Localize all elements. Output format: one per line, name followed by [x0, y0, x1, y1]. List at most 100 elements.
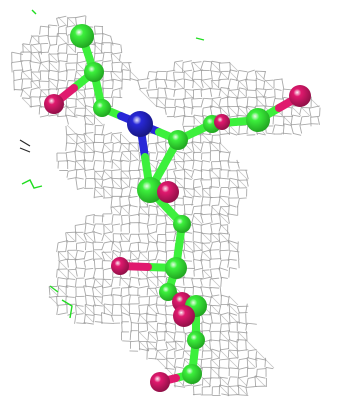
mesh-line — [110, 277, 114, 287]
mesh-line — [119, 195, 131, 198]
mesh-line — [85, 216, 87, 224]
mesh-line — [174, 204, 184, 206]
mesh-line — [185, 89, 195, 91]
mesh-line — [200, 259, 210, 262]
mesh-line — [74, 259, 78, 268]
mesh-line — [85, 105, 94, 109]
mesh-line — [48, 286, 59, 297]
mesh-line — [47, 45, 51, 54]
mesh-line — [201, 196, 204, 205]
mesh-line — [112, 79, 114, 90]
mesh-line — [209, 339, 211, 350]
mesh-line — [228, 204, 230, 215]
mesh-line — [155, 250, 159, 260]
mesh-line — [192, 142, 203, 153]
mesh-line — [227, 213, 230, 224]
mesh-line — [11, 62, 13, 73]
mesh-line — [219, 339, 228, 342]
mesh-line — [111, 96, 114, 108]
mesh-line — [21, 78, 24, 90]
mesh-line — [194, 186, 201, 189]
mesh-line — [83, 285, 87, 296]
mesh-line — [210, 232, 221, 243]
mesh-line — [173, 169, 185, 172]
mesh-line — [66, 133, 77, 144]
mesh-line — [128, 285, 139, 289]
mesh-line — [193, 114, 204, 118]
mesh-line — [94, 321, 103, 323]
carbon-atom — [165, 257, 187, 279]
mesh-line — [202, 160, 211, 163]
mesh-line — [183, 88, 194, 99]
mesh-line — [256, 132, 266, 136]
mesh-line — [83, 269, 86, 278]
carbon-atom — [93, 99, 111, 117]
mesh-line — [209, 186, 220, 188]
mesh-line — [210, 269, 213, 278]
mesh-line — [74, 70, 77, 80]
mesh-line — [238, 259, 240, 269]
mesh-line — [227, 233, 231, 244]
mesh-line — [75, 267, 78, 277]
mesh-line — [75, 313, 84, 316]
mesh-line — [57, 34, 68, 45]
mesh-line — [246, 378, 249, 387]
mesh-line — [131, 322, 139, 324]
mesh-line — [219, 160, 222, 171]
mesh-line — [101, 295, 104, 304]
mesh-line — [228, 241, 239, 252]
mesh-line — [128, 313, 132, 324]
carbon-atom — [159, 283, 177, 301]
mesh-line — [237, 251, 240, 261]
mesh-line — [111, 160, 122, 171]
difference-map-fragment — [21, 179, 43, 189]
mesh-line — [191, 141, 203, 144]
mesh-line — [39, 61, 50, 72]
mesh-line — [147, 286, 158, 297]
mesh-line — [200, 279, 203, 286]
mesh-line — [85, 123, 94, 126]
mesh-line — [121, 204, 131, 207]
mesh-line — [104, 160, 112, 163]
mesh-line — [210, 224, 213, 233]
mesh-line — [184, 177, 192, 180]
mesh-line — [66, 268, 77, 279]
mesh-line — [112, 87, 123, 91]
mesh-line — [156, 97, 167, 108]
mesh-line — [155, 105, 166, 109]
difference-map-fragment — [195, 37, 205, 41]
mesh-line — [201, 222, 212, 226]
oxygen-atom — [173, 305, 195, 327]
mesh-line — [30, 43, 41, 54]
mesh-line — [191, 206, 195, 216]
mesh-line — [111, 304, 114, 315]
mesh-line — [254, 375, 266, 379]
mesh-line — [246, 340, 257, 351]
mesh-line — [245, 303, 248, 313]
mesh-line — [211, 348, 220, 352]
mesh-line — [155, 79, 158, 89]
mesh-line — [120, 277, 131, 280]
mesh-line — [192, 159, 195, 170]
mesh-line — [219, 196, 230, 207]
mesh-line — [65, 241, 68, 252]
mesh-line — [66, 124, 77, 135]
mesh-line — [237, 132, 249, 135]
mesh-line — [237, 180, 240, 188]
mesh-line — [121, 321, 123, 333]
mesh-line — [48, 61, 59, 72]
mesh-line — [85, 294, 94, 297]
mesh-line — [68, 168, 78, 172]
mesh-line — [219, 384, 229, 388]
mesh-line — [121, 294, 131, 298]
mesh-line — [58, 70, 68, 73]
mesh-line — [272, 115, 275, 125]
mesh-line — [85, 314, 94, 316]
mesh-line — [282, 115, 293, 126]
mesh-line — [56, 18, 60, 27]
mesh-line — [92, 296, 96, 307]
mesh-line — [210, 304, 221, 315]
mesh-line — [138, 88, 149, 99]
oxygen-atom — [214, 114, 230, 130]
